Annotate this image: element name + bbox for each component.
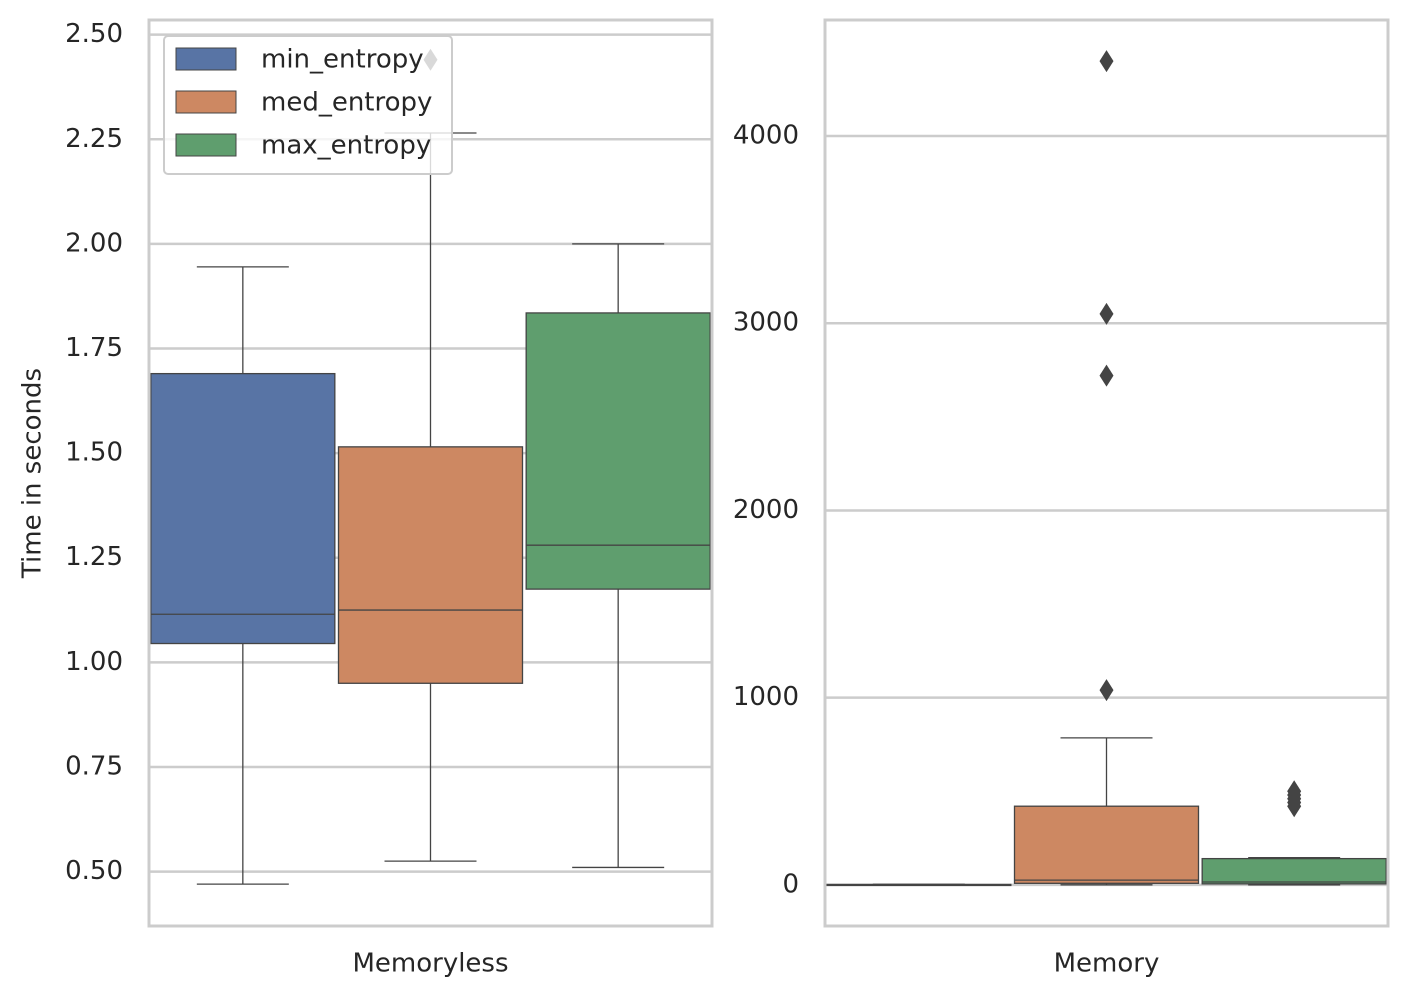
box-body: [1201, 857, 1387, 885]
y-tick-label: 2.50: [65, 19, 123, 49]
box-min_entropy: [150, 266, 336, 885]
box-med_entropy: [337, 48, 524, 862]
y-tick-label: 3000: [733, 308, 799, 338]
box-body: [150, 372, 336, 645]
outlier-point: [1287, 780, 1302, 803]
y-axis-label: Time in seconds: [18, 368, 48, 579]
legend-swatch-med_entropy: [175, 90, 237, 114]
box-med_entropy: [1013, 50, 1200, 886]
y-tick-label: 1.75: [65, 333, 123, 363]
axes-frame: [823, 18, 1390, 928]
box-body: [337, 446, 524, 684]
y-tick-label: 0.50: [65, 856, 123, 886]
legend: min_entropy med_entropy max_entropy: [163, 35, 453, 175]
y-tick-label: 0.75: [65, 751, 123, 781]
legend-swatch-min_entropy: [175, 47, 237, 71]
panel-1: 0 1000 2000 3000 4000 Memory: [733, 18, 1390, 979]
box-body: [525, 312, 711, 590]
legend-label-med_entropy: med_entropy: [261, 88, 432, 118]
legend-label-max_entropy: max_entropy: [261, 131, 431, 161]
box-max_entropy: [525, 243, 711, 869]
box-min_entropy: [826, 883, 1012, 887]
box-max_entropy: [1201, 780, 1387, 886]
legend-swatch-max_entropy: [175, 133, 237, 157]
outlier-point: [1099, 364, 1114, 387]
y-tick-label: 4000: [733, 121, 799, 151]
y-tick-label: 1.00: [65, 647, 123, 677]
y-tick-label: 1000: [733, 682, 799, 712]
y-tick-label: 2.00: [65, 228, 123, 258]
x-axis-label: Memoryless: [352, 949, 508, 979]
y-tick-label: 1.25: [65, 542, 123, 572]
x-axis-label: Memory: [1054, 949, 1160, 979]
axes-frame: [147, 18, 714, 928]
y-tick-label: 0: [782, 869, 799, 899]
panel-0: 0.50 0.75 1.00 1.25 1.50 1.75 2.00 2.25 2.50 Memo…: [18, 18, 714, 979]
outlier-point: [1099, 679, 1114, 702]
box-body: [1013, 805, 1200, 884]
legend-label-min_entropy: min_entropy: [261, 45, 424, 75]
y-tick-label: 1.50: [65, 438, 123, 468]
outlier-point: [1099, 50, 1114, 73]
y-tick-label: 2.25: [65, 124, 123, 154]
outlier-point: [1099, 302, 1114, 325]
y-tick-label: 2000: [733, 495, 799, 525]
